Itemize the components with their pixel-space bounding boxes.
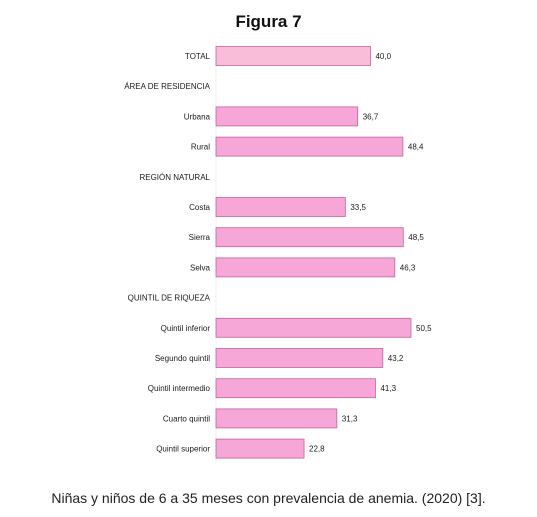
bar-sierra bbox=[215, 227, 404, 248]
bar-costa bbox=[215, 197, 346, 217]
bar-total bbox=[215, 46, 371, 66]
value-label-urbana: 36,7 bbox=[363, 112, 379, 121]
bar-segundo-quintil bbox=[215, 348, 384, 368]
value-label-costa: 33,5 bbox=[350, 203, 366, 212]
category-label-selva: Selva bbox=[190, 263, 211, 272]
category-label-quintil-intermedio: Quintil intermedio bbox=[148, 384, 211, 393]
category-label-quintil-inferior: Quintil inferior bbox=[161, 324, 211, 333]
category-label-urbana: Urbana bbox=[184, 112, 211, 121]
value-label-selva: 46,3 bbox=[400, 263, 416, 272]
category-label-rural: Rural bbox=[191, 143, 210, 152]
category-label-segundo-quintil: Segundo quintil bbox=[155, 354, 210, 363]
category-label-total: TOTAL bbox=[185, 52, 211, 61]
category-label-sierra: Sierra bbox=[189, 233, 211, 242]
figure-title: Figura 7 bbox=[235, 12, 302, 31]
bar-chart: TOTAL 40,0 ÁREA DE RESIDENCIA Urbana 36,7 Rur… bbox=[124, 42, 432, 463]
bar-selva bbox=[215, 257, 396, 278]
bar-rural bbox=[215, 136, 404, 157]
bar-quintil-superior bbox=[215, 438, 305, 459]
figure-caption: Niñas y niños de 6 a 35 meses con preval… bbox=[51, 490, 486, 506]
value-label-cuarto-quintil: 31,3 bbox=[342, 414, 358, 423]
category-label-quintil-de-riqueza: QUINTIL DE RIQUEZA bbox=[128, 294, 211, 303]
value-label-quintil-inferior: 50,5 bbox=[416, 324, 432, 333]
category-label-area-de-residencia: ÁREA DE RESIDENCIA bbox=[124, 82, 210, 91]
bar-quintil-intermedio bbox=[215, 378, 376, 399]
value-label-rural: 48,4 bbox=[408, 143, 424, 152]
bar-cuarto-quintil bbox=[215, 408, 338, 429]
value-label-quintil-superior: 22,8 bbox=[309, 445, 325, 454]
category-label-costa: Costa bbox=[189, 203, 210, 212]
bar-urbana bbox=[215, 106, 359, 127]
category-label-cuarto-quintil: Cuarto quintil bbox=[163, 414, 210, 423]
value-label-sierra: 48,5 bbox=[408, 233, 424, 242]
value-label-segundo-quintil: 43,2 bbox=[388, 354, 404, 363]
value-label-total: 40,0 bbox=[375, 52, 391, 61]
category-label-quintil-superior: Quintil superior bbox=[156, 445, 210, 454]
bar-quintil-inferior bbox=[215, 317, 412, 338]
category-label-region-natural: REGIÓN NATURAL bbox=[139, 173, 210, 182]
value-label-quintil-intermedio: 41,3 bbox=[380, 384, 396, 393]
